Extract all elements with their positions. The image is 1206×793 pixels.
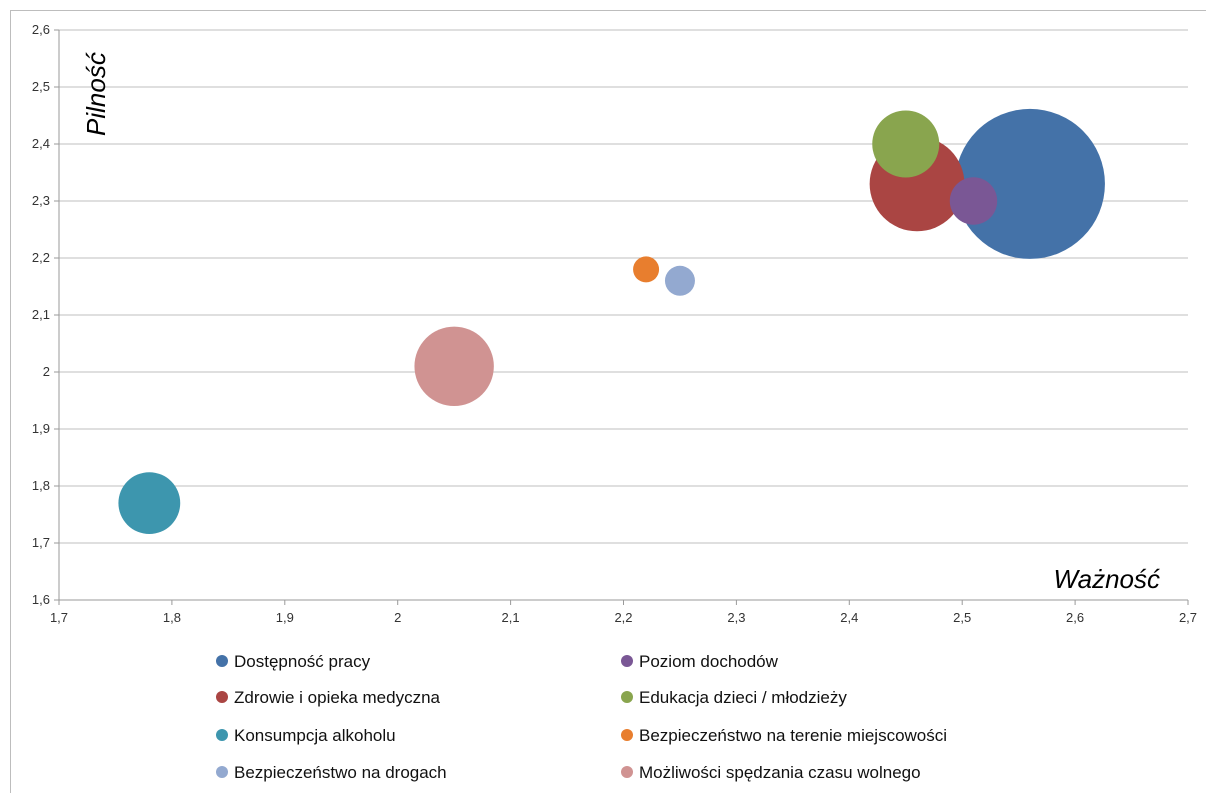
bubble [949, 177, 998, 225]
chart-frame [10, 10, 1206, 793]
legend-label: Poziom dochodów [639, 652, 779, 671]
y-tick-label: 1,7 [32, 535, 50, 550]
y-tick-label: 1,8 [32, 478, 50, 493]
legend-marker [621, 766, 633, 778]
legend-marker [216, 691, 228, 703]
x-axis-ticks: 1,7 1,8 1,9 2 2,1 2,2 2,3 2,4 2,5 2,6 2,7 [50, 600, 1197, 625]
x-tick-label: 1,8 [163, 610, 181, 625]
legend-label: Zdrowie i opieka medyczna [234, 688, 441, 707]
y-axis-ticks: 1,6 1,7 1,8 1,9 2 2,1 2,2 2,3 2,4 2,5 2,6 [32, 22, 59, 607]
legend: Dostępność pracy Poziom dochodów Zdrowie i… [216, 652, 947, 782]
x-tick-label: 1,7 [50, 610, 68, 625]
legend-label: Konsumpcja alkoholu [234, 726, 396, 745]
x-tick-label: 2,5 [953, 610, 971, 625]
y-tick-label: 2 [43, 364, 50, 379]
legend-marker [216, 655, 228, 667]
x-tick-label: 2 [394, 610, 401, 625]
bubble [664, 265, 695, 296]
x-tick-label: 2,6 [1066, 610, 1084, 625]
x-tick-label: 2,3 [727, 610, 745, 625]
legend-marker [621, 729, 633, 741]
x-tick-label: 2,1 [502, 610, 520, 625]
legend-marker [621, 691, 633, 703]
legend-marker [621, 655, 633, 667]
y-tick-label: 2,4 [32, 136, 50, 151]
x-tick-label: 2,4 [840, 610, 858, 625]
y-tick-label: 2,1 [32, 307, 50, 322]
y-tick-label: 2,6 [32, 22, 50, 37]
x-tick-label: 2,2 [614, 610, 632, 625]
legend-label: Możliwości spędzania czasu wolnego [639, 763, 921, 782]
bubble [954, 108, 1105, 259]
bubbles [118, 108, 1105, 534]
bubble [414, 326, 494, 406]
x-tick-label: 1,9 [276, 610, 294, 625]
y-tick-label: 2,5 [32, 79, 50, 94]
legend-label: Edukacja dzieci / młodzieży [639, 688, 847, 707]
y-axis-title: Pilność [81, 52, 111, 136]
y-tick-label: 1,6 [32, 592, 50, 607]
bubble [118, 472, 181, 534]
x-axis-title: Ważność [1054, 564, 1160, 594]
legend-label: Bezpieczeństwo na terenie miejscowości [639, 726, 947, 745]
y-tick-label: 2,3 [32, 193, 50, 208]
legend-label: Dostępność pracy [234, 652, 371, 671]
legend-marker [216, 729, 228, 741]
legend-marker [216, 766, 228, 778]
y-tick-label: 2,2 [32, 250, 50, 265]
y-tick-label: 1,9 [32, 421, 50, 436]
x-tick-label: 2,7 [1179, 610, 1197, 625]
bubble [872, 110, 940, 178]
bubble [633, 256, 660, 283]
legend-label: Bezpieczeństwo na drogach [234, 763, 447, 782]
